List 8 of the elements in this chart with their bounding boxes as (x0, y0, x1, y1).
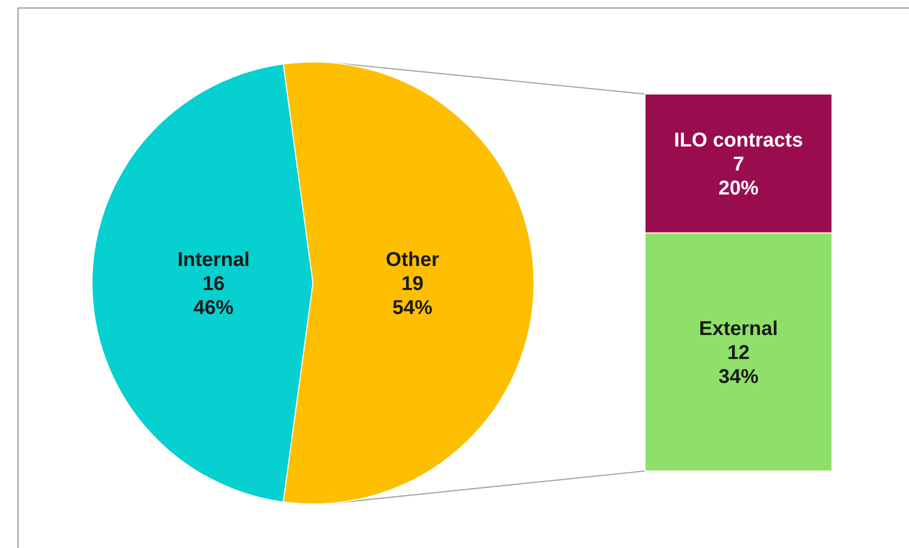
slice-label: Internal (177, 249, 250, 271)
series-label: External (699, 318, 778, 340)
data-label: 12 34% (718, 342, 759, 388)
series-label: ILO contracts (674, 129, 803, 152)
data-label: 19 54% (392, 273, 433, 319)
slice-label: Other (386, 249, 440, 271)
data-label: 16 46% (194, 273, 234, 319)
data-label: 7 20% (718, 153, 759, 200)
